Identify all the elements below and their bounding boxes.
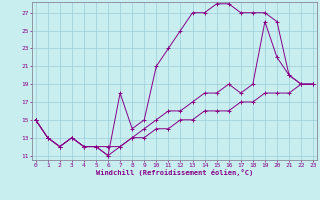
X-axis label: Windchill (Refroidissement éolien,°C): Windchill (Refroidissement éolien,°C): [96, 169, 253, 176]
